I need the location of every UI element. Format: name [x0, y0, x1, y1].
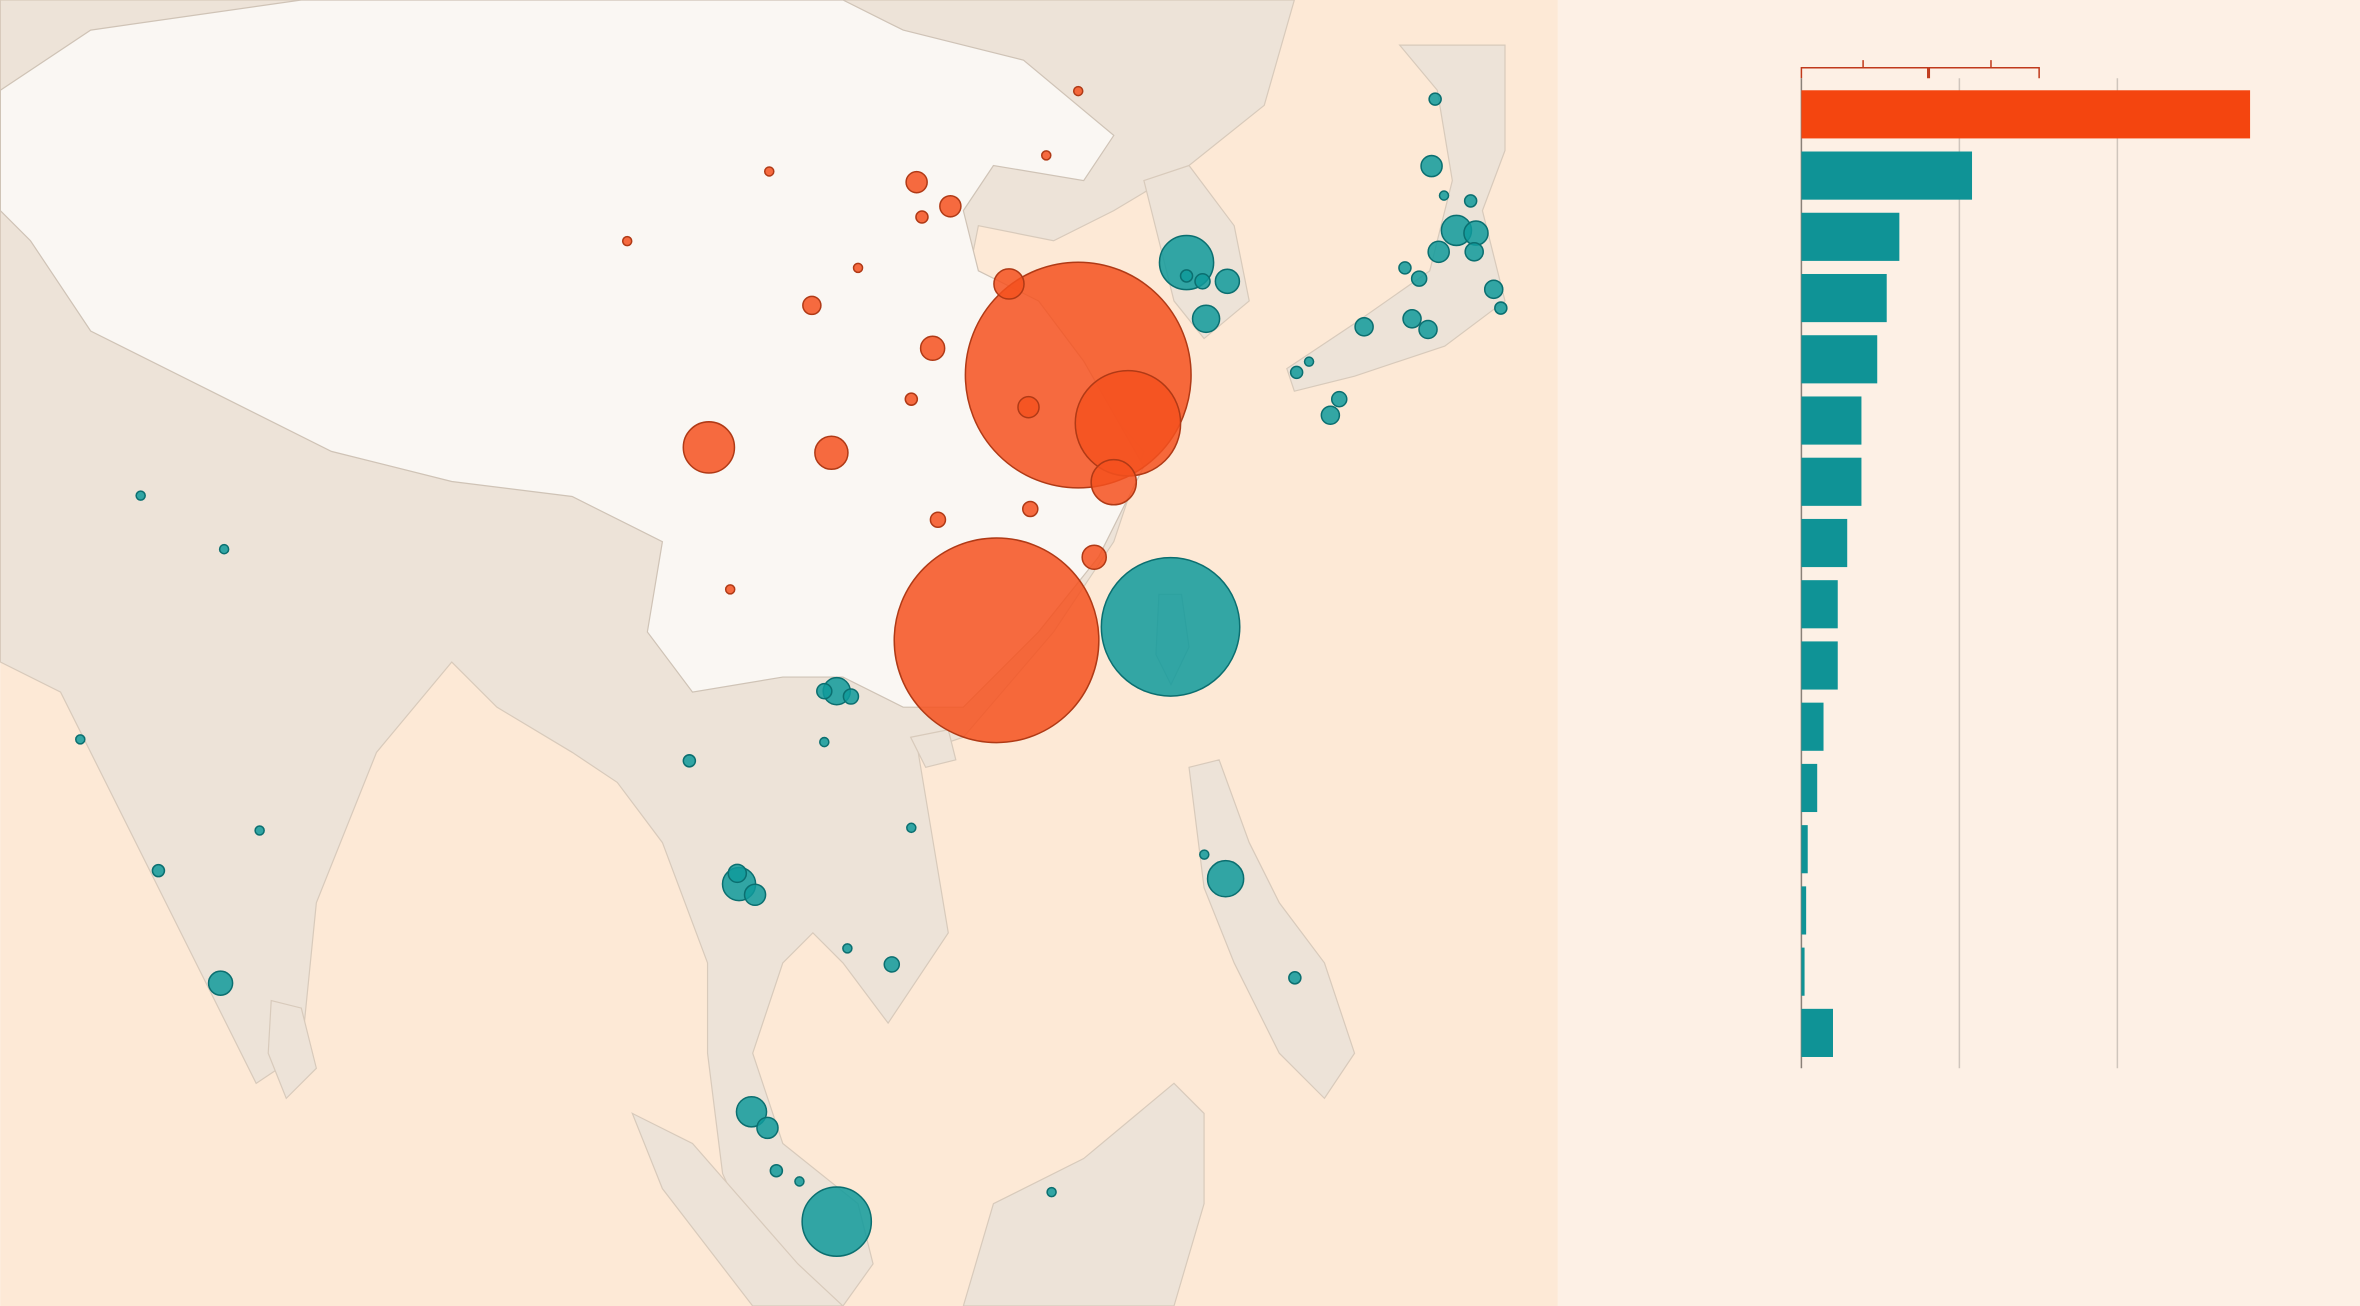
- bubble: [75, 734, 86, 745]
- bubble: [1206, 859, 1245, 898]
- bubble: [1017, 395, 1040, 419]
- bubble: [919, 335, 946, 362]
- bar: [1801, 886, 1807, 935]
- bubble: [1420, 154, 1443, 178]
- bar: [1801, 90, 2251, 139]
- philippines: [1188, 759, 1356, 1100]
- bracket: [1800, 60, 2040, 79]
- bubble: [802, 295, 822, 316]
- bubble: [151, 863, 166, 878]
- bubble: [743, 883, 767, 907]
- bar: [1801, 151, 1973, 200]
- bubble: [842, 688, 860, 705]
- bubble: [769, 1163, 784, 1178]
- bar: [1801, 641, 1838, 690]
- bar: [1801, 457, 1862, 506]
- borneo: [962, 1082, 1205, 1306]
- bubble: [1214, 268, 1241, 295]
- bar: [1801, 273, 1887, 323]
- bracket-right: [1928, 60, 2040, 79]
- bubble: [915, 210, 929, 224]
- bubble: [1427, 240, 1450, 264]
- bubble: [218, 543, 230, 555]
- bubble: [207, 970, 234, 996]
- bubble: [1418, 319, 1438, 340]
- bubble: [794, 1176, 805, 1187]
- bubble: [756, 1116, 779, 1140]
- bracket-left: [1800, 60, 1929, 79]
- bubble: [135, 490, 146, 501]
- bar: [1801, 518, 1848, 568]
- bubble: [993, 268, 1025, 300]
- bubble: [1199, 849, 1210, 860]
- bar: [1801, 212, 1900, 261]
- bubble: [1438, 190, 1450, 201]
- bubble: [905, 170, 928, 194]
- bubble: [852, 262, 864, 274]
- bar: [1801, 825, 1808, 874]
- bubble: [254, 825, 265, 836]
- bar-chart: [1800, 60, 2251, 1069]
- bubble: [1081, 544, 1107, 571]
- bubble: [883, 956, 901, 973]
- bubble: [1194, 273, 1211, 290]
- bubble: [816, 682, 833, 700]
- bubble: [904, 392, 919, 406]
- bubble: [1464, 242, 1484, 262]
- bubble: [929, 511, 947, 528]
- bar: [1801, 702, 1824, 751]
- bubble: [842, 943, 853, 954]
- bubble: [1428, 92, 1442, 106]
- bubble: [1463, 220, 1489, 246]
- bubble: [1289, 365, 1304, 380]
- bubble: [1022, 500, 1039, 518]
- bubble: [819, 736, 830, 748]
- bubble: [727, 863, 748, 884]
- bubble: [814, 435, 849, 471]
- bubble: [893, 537, 1100, 744]
- bubble: [763, 166, 775, 177]
- bubble: [735, 1095, 768, 1128]
- bubble: [1090, 458, 1138, 506]
- bubble: [1288, 971, 1302, 985]
- bubble: [682, 421, 736, 474]
- bubble: [1330, 390, 1348, 408]
- bubble: [801, 1186, 873, 1257]
- map: [0, 0, 1558, 1306]
- bubble: [1494, 301, 1508, 315]
- bar: [1801, 1008, 1833, 1057]
- sri-lanka: [267, 999, 318, 1100]
- bubble: [1074, 369, 1182, 477]
- bar: [1801, 580, 1838, 629]
- bubble: [1179, 269, 1194, 283]
- bubble: [724, 584, 736, 595]
- bubble: [1398, 261, 1412, 275]
- bubble: [939, 194, 962, 218]
- bubble: [621, 235, 633, 247]
- bubble: [1191, 304, 1221, 334]
- bubble: [1354, 317, 1374, 337]
- bubble: [1303, 356, 1315, 367]
- bar: [1801, 396, 1862, 445]
- bubble: [1463, 194, 1478, 208]
- bubble: [906, 822, 917, 834]
- bubble: [1410, 270, 1428, 287]
- bubble: [1483, 279, 1504, 300]
- bubble: [1320, 405, 1341, 426]
- bubble: [1046, 1186, 1057, 1198]
- bar: [1801, 763, 1818, 813]
- bubble: [682, 754, 697, 768]
- sumatra: [631, 1112, 844, 1306]
- bar: [1801, 335, 1878, 384]
- bubble: [1072, 85, 1084, 97]
- bubble: [1040, 150, 1052, 161]
- bar: [1801, 947, 1805, 996]
- hainan: [909, 729, 957, 769]
- bubble: [1100, 556, 1241, 697]
- bubble: [1402, 309, 1422, 329]
- bubbles: [75, 85, 1508, 1257]
